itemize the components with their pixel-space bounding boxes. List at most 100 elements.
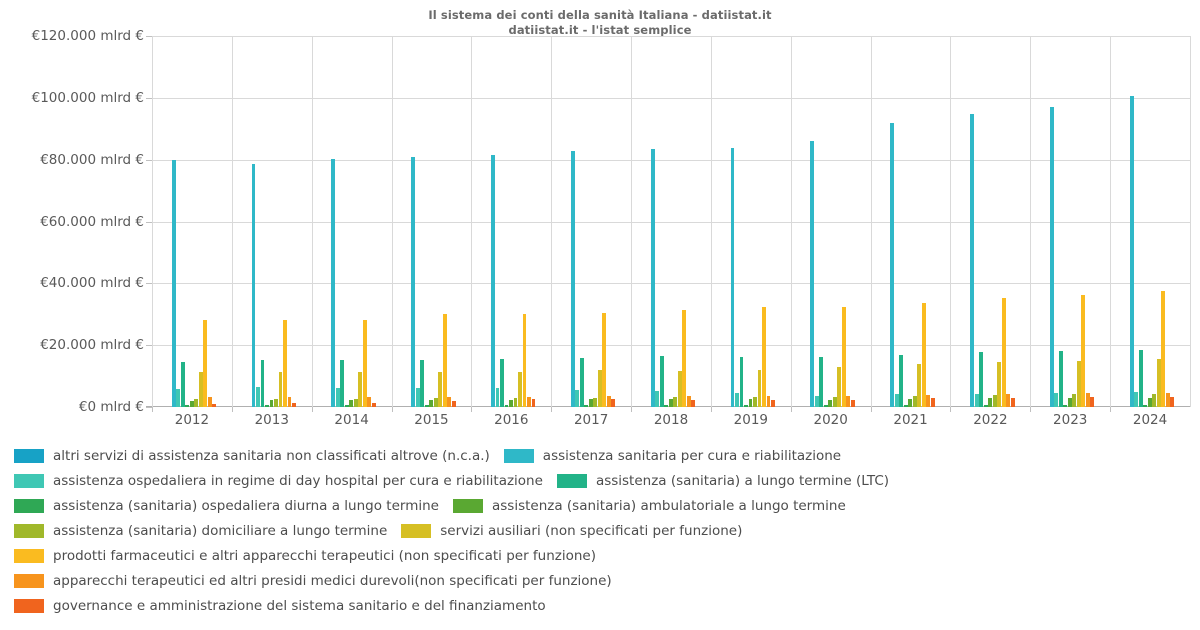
bar[interactable]	[983, 404, 988, 407]
bar[interactable]	[1072, 394, 1077, 407]
bar[interactable]	[584, 404, 589, 407]
bar[interactable]	[500, 359, 504, 407]
bar[interactable]	[850, 399, 855, 407]
bar[interactable]	[278, 372, 283, 407]
bar[interactable]	[1049, 107, 1054, 407]
bar[interactable]	[597, 370, 602, 407]
bar[interactable]	[810, 141, 815, 407]
bar[interactable]	[1001, 297, 1006, 407]
bar[interactable]	[828, 399, 833, 407]
bar[interactable]	[766, 395, 771, 407]
bar[interactable]	[522, 314, 527, 407]
bar[interactable]	[903, 404, 908, 407]
legend-item[interactable]: assistenza (sanitaria) domiciliare a lun…	[14, 523, 401, 539]
bar[interactable]	[509, 399, 513, 407]
bar[interactable]	[992, 394, 997, 407]
bar[interactable]	[659, 356, 664, 407]
bar[interactable]	[194, 399, 199, 407]
bar[interactable]	[287, 396, 292, 407]
bar[interactable]	[979, 352, 984, 407]
bar[interactable]	[753, 397, 757, 407]
bar[interactable]	[832, 397, 837, 407]
bar[interactable]	[1006, 393, 1011, 407]
bar[interactable]	[189, 400, 194, 407]
bar[interactable]	[1063, 404, 1068, 407]
bar[interactable]	[518, 371, 522, 407]
bar[interactable]	[611, 398, 616, 407]
bar[interactable]	[513, 398, 518, 407]
bar[interactable]	[988, 398, 993, 407]
bar[interactable]	[593, 397, 598, 407]
bar[interactable]	[269, 400, 274, 407]
bar[interactable]	[814, 395, 819, 407]
bar[interactable]	[1143, 404, 1148, 407]
bar[interactable]	[602, 313, 607, 407]
bar[interactable]	[283, 319, 287, 407]
legend-item[interactable]: governance e amministrazione del sistema…	[14, 598, 560, 614]
bar[interactable]	[424, 404, 429, 407]
bar[interactable]	[491, 154, 495, 407]
bar[interactable]	[1090, 396, 1095, 407]
bar[interactable]	[739, 356, 744, 407]
bar[interactable]	[367, 396, 372, 407]
bar[interactable]	[274, 398, 278, 407]
bar[interactable]	[180, 361, 185, 407]
bar[interactable]	[527, 396, 531, 407]
bar[interactable]	[340, 360, 345, 407]
bar[interactable]	[744, 404, 748, 407]
bar[interactable]	[974, 393, 979, 407]
bar[interactable]	[1134, 392, 1139, 407]
bar[interactable]	[1165, 392, 1170, 407]
bar[interactable]	[447, 396, 452, 407]
bar[interactable]	[1085, 393, 1090, 407]
legend-item[interactable]: altri servizi di assistenza sanitaria no…	[14, 448, 504, 464]
legend-item[interactable]: servizi ausiliari (non specificati per f…	[401, 523, 756, 539]
bar[interactable]	[1081, 295, 1086, 407]
bar[interactable]	[171, 160, 176, 407]
bar[interactable]	[894, 394, 899, 407]
bar[interactable]	[1058, 350, 1063, 407]
bar[interactable]	[748, 399, 753, 407]
bar[interactable]	[682, 309, 687, 407]
bar[interactable]	[212, 403, 217, 407]
bar[interactable]	[1129, 96, 1134, 407]
bar[interactable]	[673, 397, 678, 407]
bar[interactable]	[1067, 397, 1072, 407]
bar[interactable]	[358, 372, 363, 407]
bar[interactable]	[575, 390, 580, 407]
legend-item[interactable]: assistenza (sanitaria) ambulatoriale a l…	[452, 498, 860, 514]
legend-item[interactable]: assistenza (sanitaria) ospedaliera diurn…	[14, 498, 453, 514]
bar[interactable]	[650, 148, 655, 407]
bar[interactable]	[997, 361, 1002, 407]
legend-item[interactable]: prodotti farmaceutici e altri apparecchi…	[14, 548, 610, 564]
bar[interactable]	[344, 404, 349, 407]
bar[interactable]	[442, 314, 447, 407]
bar[interactable]	[1076, 360, 1081, 407]
bar[interactable]	[331, 158, 336, 407]
bar[interactable]	[415, 387, 420, 407]
bar[interactable]	[433, 398, 438, 407]
bar[interactable]	[908, 398, 913, 407]
bar[interactable]	[1170, 396, 1175, 407]
bar[interactable]	[265, 404, 269, 407]
bar[interactable]	[495, 388, 500, 407]
bar[interactable]	[362, 319, 367, 407]
bar[interactable]	[260, 360, 265, 407]
bar[interactable]	[819, 356, 824, 407]
bar[interactable]	[251, 163, 256, 407]
bar[interactable]	[606, 396, 611, 407]
bar[interactable]	[762, 306, 766, 407]
bar[interactable]	[686, 396, 691, 407]
bar[interactable]	[185, 404, 190, 407]
legend-item[interactable]: assistenza sanitaria per cura e riabilit…	[503, 448, 855, 464]
bar[interactable]	[664, 404, 669, 407]
bar[interactable]	[677, 370, 682, 407]
bar[interactable]	[841, 307, 846, 407]
bar[interactable]	[691, 399, 696, 407]
legend-item[interactable]: assistenza (sanitaria) a lungo termine (…	[556, 473, 903, 489]
bar[interactable]	[203, 320, 208, 407]
bar[interactable]	[1054, 393, 1059, 407]
bar[interactable]	[198, 372, 203, 407]
bar[interactable]	[668, 399, 673, 407]
bar[interactable]	[420, 360, 425, 407]
